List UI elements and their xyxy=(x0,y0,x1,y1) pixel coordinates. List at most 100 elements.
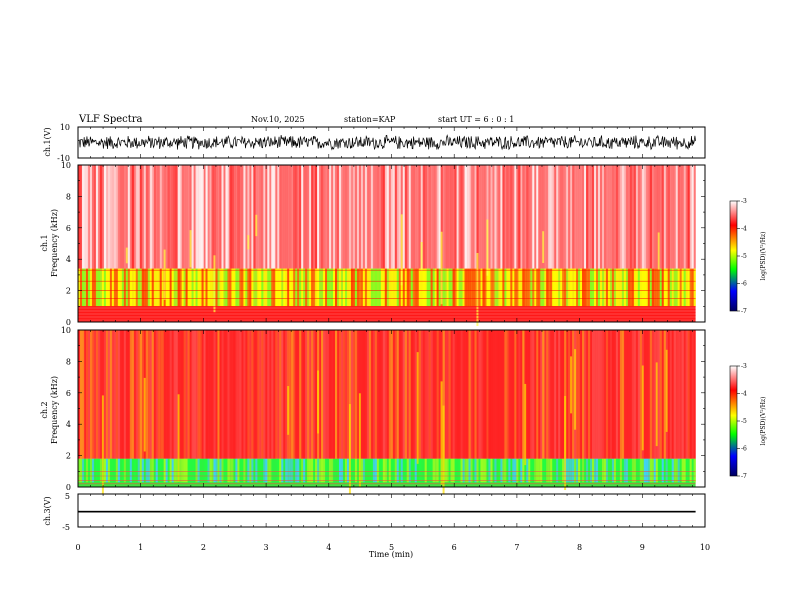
spectrogram-lowband-column xyxy=(113,268,117,307)
spectrogram-lowband-column xyxy=(454,458,457,483)
spectrogram-column xyxy=(410,330,413,459)
spectrogram-lowband-column xyxy=(137,458,141,483)
spectrogram-column xyxy=(205,330,208,459)
spectrogram-column xyxy=(408,330,412,459)
spectrogram-column xyxy=(273,165,276,269)
y-tick-label: 4 xyxy=(66,420,71,429)
spectrogram-column xyxy=(619,165,623,269)
spectrogram-lowband-column xyxy=(297,458,300,483)
spectrogram-lowband-column xyxy=(103,268,107,307)
spectrogram-lowband-column xyxy=(588,458,591,483)
spectrogram-burst xyxy=(657,232,660,270)
spectrogram-burst xyxy=(440,231,443,305)
spectrogram-lowband-column xyxy=(651,458,655,483)
spectrogram-lowband-column xyxy=(683,268,686,307)
spectrogram-column xyxy=(504,330,507,459)
spectrogram-lowband-column xyxy=(113,458,117,483)
spectrogram-lowband-column xyxy=(125,458,129,483)
spectrogram-burst xyxy=(442,405,445,501)
spectrogram-lowband-column xyxy=(372,458,376,483)
spectrogram-column xyxy=(582,330,585,459)
spectrogram-column xyxy=(388,330,392,459)
spectrogram-lowband-column xyxy=(123,458,127,483)
spectrogram-lowband-column xyxy=(211,458,214,483)
spectrogram-column xyxy=(181,165,184,269)
spectrogram-column xyxy=(321,330,324,459)
spectrogram-column xyxy=(574,165,577,269)
spectrogram-lowband-column xyxy=(651,268,655,307)
spectrogram-lowband-column xyxy=(588,268,591,307)
spectrogram-column xyxy=(643,165,647,269)
spectrogram-burst xyxy=(101,395,104,502)
spectrogram-column xyxy=(615,165,619,269)
spectrogram-lowband-column xyxy=(396,458,400,483)
spectrogram-lowband-column xyxy=(259,268,262,307)
spectrogram-lowband-column xyxy=(293,268,296,307)
spectrogram-lowband-column xyxy=(530,268,533,307)
spectrogram-column xyxy=(392,165,396,269)
colorbar-tick-label: -7 xyxy=(741,473,747,480)
spectrogram-column xyxy=(665,165,669,269)
spectrogram-lowband-column xyxy=(89,458,93,483)
spectrogram-column xyxy=(374,330,378,459)
spectrogram-lowband-column xyxy=(691,458,694,483)
spectrogram-column xyxy=(382,330,386,459)
spectrogram-lowband-column xyxy=(562,458,565,483)
spectrogram-column xyxy=(259,165,262,269)
spectrogram-column xyxy=(121,330,125,459)
spectrogram-column xyxy=(338,165,342,269)
station-label: station=KAP xyxy=(344,115,396,124)
spectrogram-lowband-column xyxy=(253,268,256,307)
spectrogram-column xyxy=(219,330,222,459)
spectrogram-lowband-column xyxy=(637,458,641,483)
spectrogram-lowband-column xyxy=(446,268,449,307)
spectrogram-lowband-column xyxy=(273,458,276,483)
spectrogram-column xyxy=(635,330,639,459)
spectrogram-lowband-column xyxy=(331,458,334,483)
spectrogram-column xyxy=(237,165,240,269)
spectrogram-column xyxy=(105,330,109,459)
spectrogram-column xyxy=(149,330,153,459)
spectrogram-lowband-column xyxy=(512,458,515,483)
spectrogram-lowband-column xyxy=(378,458,382,483)
spectrogram-lowband-column xyxy=(131,458,135,483)
spectrogram-column xyxy=(89,165,93,269)
spectrogram-lowband-column xyxy=(526,458,529,483)
spectrogram-lowband-column xyxy=(333,458,336,483)
spectrogram-lowband-column xyxy=(313,458,316,483)
y-tick-label: 10 xyxy=(61,161,71,170)
spectrogram-lowband-column xyxy=(97,458,101,483)
colorbar-tick-label: -5 xyxy=(741,418,747,425)
spectrogram-column xyxy=(299,165,302,269)
spectrogram-column xyxy=(663,330,667,459)
spectrogram-column xyxy=(550,330,553,459)
spectrogram-lowband-column xyxy=(247,458,250,483)
spectrogram-column xyxy=(396,330,400,459)
spectrogram-column xyxy=(213,165,216,269)
spectrogram-lowband-column xyxy=(291,458,294,483)
spectrogram-column xyxy=(137,330,141,459)
spectrogram-lowband-column xyxy=(599,458,603,483)
spectrogram-lowband-column xyxy=(578,458,581,483)
spectrogram-lowband-column xyxy=(490,458,493,483)
spectrogram-column xyxy=(627,165,631,269)
y-tick-label: 6 xyxy=(66,389,71,398)
spectrogram-column xyxy=(420,165,423,269)
spectrogram-column xyxy=(492,165,495,269)
spectrogram-lowband-column xyxy=(468,268,471,307)
spectrogram-lowband-column xyxy=(562,268,565,307)
spectrogram-lowband-column xyxy=(410,458,413,483)
spectrogram-column xyxy=(578,330,581,459)
spectrogram-column xyxy=(532,330,535,459)
spectrogram-column xyxy=(221,330,224,459)
spectrogram-lowband-column xyxy=(235,268,238,307)
spectrogram-column xyxy=(651,165,655,269)
spectrogram-lowband-column xyxy=(376,268,380,307)
spectrogram-lowband-column xyxy=(508,458,511,483)
spectrogram-lowband-column xyxy=(117,268,121,307)
spectrogram-lowband-column xyxy=(502,268,505,307)
spectrogram-column xyxy=(265,330,268,459)
spectrogram-column xyxy=(135,165,139,269)
spectrogram-lowband-column xyxy=(333,268,336,307)
spectrogram-column xyxy=(303,165,306,269)
